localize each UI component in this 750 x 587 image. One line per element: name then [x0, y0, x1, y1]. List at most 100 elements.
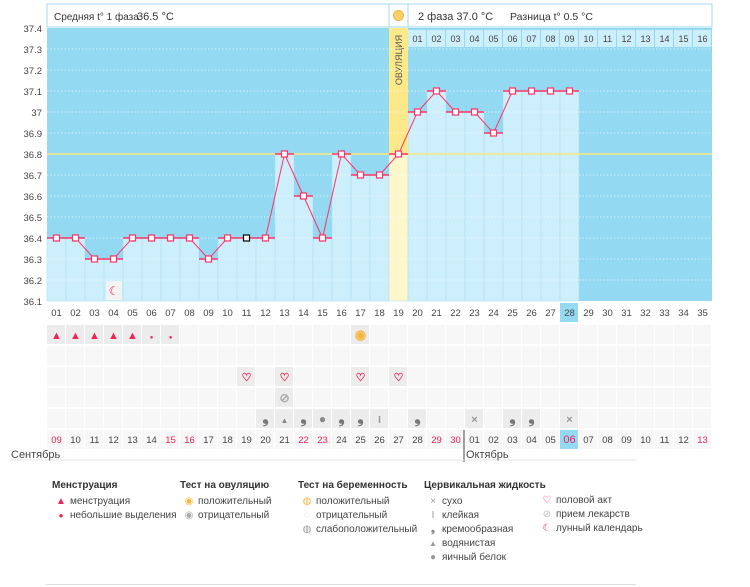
luteal-day-label: 10 [583, 34, 593, 44]
luteal-day-cell [598, 30, 616, 47]
marker-cell [693, 409, 711, 428]
legend-item: прием лекарств [556, 509, 630, 520]
marker-cell [579, 367, 597, 386]
marker-cell [693, 388, 711, 407]
calendar-date: 29 [431, 435, 442, 446]
date-cell [351, 430, 369, 449]
y-tick-label: 36.6 [24, 192, 43, 203]
day-label: 34 [678, 308, 689, 319]
date-cell [66, 430, 84, 449]
y-tick-label: 37.1 [24, 87, 43, 98]
date-cell [446, 430, 464, 449]
luteal-day-cell [655, 30, 673, 47]
moon-icon: ☾ [542, 523, 552, 534]
luteal-day-cell [446, 30, 464, 47]
marker-cell [655, 409, 673, 428]
marker-cell [161, 325, 179, 344]
calendar-date: 16 [184, 435, 195, 446]
calendar-date: 06 [563, 434, 575, 446]
legend-title: Цервикальная жидкость [424, 480, 546, 491]
legend-item: небольшие выделения [70, 510, 177, 521]
calendar-date: 28 [412, 435, 423, 446]
marker-cell [579, 388, 597, 407]
marker-cell [389, 409, 407, 428]
month-label-september: Сентябрь [11, 449, 61, 461]
marker-cell [655, 325, 673, 344]
marker-cell [427, 325, 445, 344]
marker-cell [522, 409, 540, 428]
temp-bar-27 [540, 90, 561, 302]
marker-cell [617, 409, 635, 428]
y-tick-label: 36.3 [24, 255, 43, 266]
temp-point-28 [565, 87, 574, 95]
marker-cell [465, 325, 483, 344]
marker-cell [218, 409, 236, 428]
marker-cell [104, 409, 122, 428]
luteal-day-label: 13 [640, 34, 650, 44]
heart-icon: ♡ [394, 372, 404, 384]
marker-cell [275, 409, 293, 428]
marker-cell [199, 325, 217, 344]
divider [46, 584, 636, 585]
marker-cell [427, 409, 445, 428]
date-cell [389, 430, 407, 449]
date-cell [674, 430, 692, 449]
marker-cell [256, 367, 274, 386]
sticky-icon: I [431, 510, 435, 521]
marker-cell [85, 367, 103, 386]
day-label: 29 [583, 308, 594, 319]
marker-cell [522, 325, 540, 344]
marker-cell [199, 367, 217, 386]
month-label-october: Октябрь [466, 449, 509, 461]
creamy-icon: ❟ [509, 410, 515, 428]
date-cell [427, 430, 445, 449]
ovulation-negative-icon: ◉ [184, 510, 194, 521]
marker-cell [237, 409, 255, 428]
calendar-date: 07 [583, 435, 594, 446]
y-tick-label: 36.9 [24, 129, 43, 140]
marker-cell [446, 325, 464, 344]
marker-cell [104, 346, 122, 365]
marker-cell [579, 346, 597, 365]
ovulation-positive-icon: ◉ [355, 327, 366, 342]
temp-bar-16 [331, 153, 352, 302]
marker-cell [541, 346, 559, 365]
luteal-day-label: 07 [526, 34, 536, 44]
marker-cell [427, 367, 445, 386]
marker-cell [408, 367, 426, 386]
temp-bar-22 [445, 111, 466, 302]
marker-cell [142, 367, 160, 386]
day-label: 03 [89, 308, 100, 319]
current-day-highlight [560, 303, 578, 322]
temp-point-22 [451, 108, 460, 116]
marker-cell [674, 346, 692, 365]
calendar-date: 17 [203, 435, 214, 446]
temp-point-09 [204, 255, 213, 263]
calendar-date: 04 [526, 435, 537, 446]
luteal-day-label: 08 [545, 34, 555, 44]
marker-cell [446, 346, 464, 365]
marker-cell [465, 346, 483, 365]
marker-cell [180, 325, 198, 344]
day-label: 27 [545, 308, 556, 319]
menstruation-icon: ▲ [51, 330, 62, 342]
temp-point-02 [71, 234, 80, 242]
temp-bar-17 [350, 174, 371, 302]
marker-cell [484, 325, 502, 344]
marker-cell [142, 388, 160, 407]
legend-item: положительный [198, 496, 272, 507]
phase2-box [407, 3, 713, 28]
date-cell [294, 430, 312, 449]
creamy-icon: ❟ [528, 410, 534, 428]
marker-cell [503, 388, 521, 407]
date-cell [218, 430, 236, 449]
marker-cell [294, 367, 312, 386]
marker-cell [123, 325, 141, 344]
date-cell [693, 430, 711, 449]
temp-point-13 [280, 150, 289, 158]
y-tick-label: 36.8 [24, 150, 43, 161]
marker-cell [66, 409, 84, 428]
marker-cell [47, 409, 65, 428]
marker-cell [85, 409, 103, 428]
